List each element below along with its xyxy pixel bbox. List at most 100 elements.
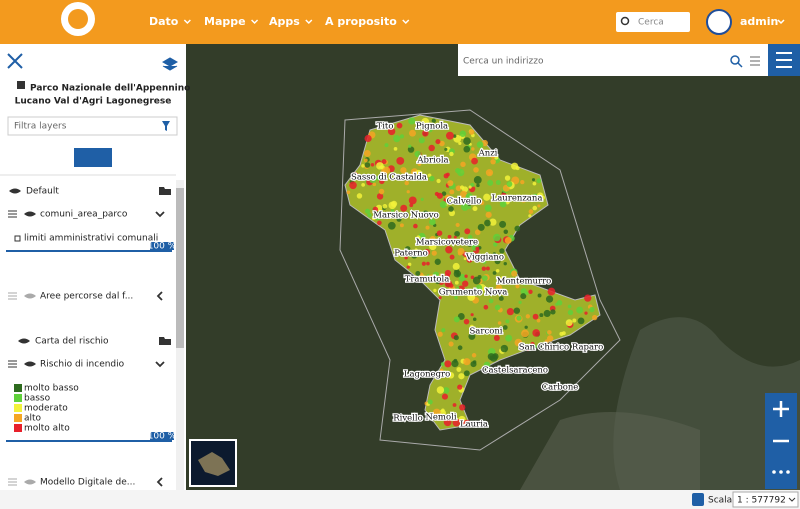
risk-patch — [431, 118, 436, 123]
nav-item[interactable]: Mappe — [204, 15, 246, 28]
risk-patch — [459, 404, 466, 411]
risk-patch — [375, 214, 381, 221]
toolbar-buttons[interactable] — [74, 148, 112, 167]
risk-patch — [376, 220, 382, 226]
risk-patch — [460, 161, 466, 168]
nav-item[interactable]: A proposito — [325, 15, 397, 28]
risk-patch — [427, 274, 436, 283]
risk-patch — [407, 146, 415, 153]
risk-patch — [565, 319, 573, 327]
risk-patch — [416, 235, 421, 240]
risk-patch — [390, 209, 395, 213]
address-search[interactable] — [458, 44, 768, 76]
opacity-value: 100 % — [148, 432, 177, 442]
risk-patch — [528, 214, 532, 218]
header-search-placeholder: Cerca — [638, 18, 664, 28]
risk-patch — [441, 328, 446, 333]
risk-patch — [493, 335, 500, 342]
risk-patch — [471, 157, 478, 165]
risk-patch — [498, 296, 504, 301]
risk-patch — [447, 372, 455, 379]
risk-patch — [422, 130, 429, 137]
risk-patch — [487, 353, 495, 361]
risk-patch — [511, 162, 519, 170]
risk-patch — [408, 196, 417, 205]
visibility-icon[interactable] — [24, 293, 36, 299]
place-label: Sasso di Castalda — [351, 173, 427, 183]
header-search[interactable] — [616, 12, 690, 32]
user-avatar[interactable] — [706, 9, 732, 35]
risk-patch — [556, 300, 563, 306]
risk-patch — [439, 368, 444, 372]
risk-patch — [429, 218, 436, 226]
expand-icon[interactable] — [155, 361, 165, 368]
risk-patch — [465, 193, 473, 201]
expand-icon[interactable] — [156, 291, 163, 301]
visibility-icon[interactable] — [24, 211, 36, 217]
group-name[interactable]: Carta del rischio — [35, 337, 109, 347]
risk-patch — [468, 129, 475, 135]
risk-patch — [470, 361, 477, 368]
risk-patch — [539, 313, 544, 318]
nav-caret — [402, 19, 410, 25]
risk-patch — [464, 274, 468, 278]
filter-input[interactable] — [7, 116, 178, 136]
risk-patch — [444, 147, 448, 152]
risk-patch — [520, 293, 527, 300]
risk-patch — [423, 248, 431, 256]
risk-patch — [445, 172, 450, 177]
risk-patch — [537, 204, 541, 208]
nav-caret — [183, 19, 191, 25]
visibility-icon[interactable] — [24, 361, 36, 367]
visibility-icon[interactable] — [18, 338, 30, 344]
risk-patch — [421, 117, 430, 126]
place-label: Viggiano — [465, 253, 504, 263]
scale-select[interactable] — [732, 491, 799, 508]
risk-patch — [589, 306, 595, 313]
nav-item[interactable]: Dato — [149, 15, 179, 28]
layer-name[interactable]: Aree percorse dal f... — [40, 292, 133, 302]
group-name[interactable]: Default — [26, 187, 59, 197]
nav-caret — [305, 19, 313, 25]
layers-icon[interactable] — [161, 57, 179, 71]
risk-patch — [372, 206, 379, 213]
legend-swatch — [14, 384, 22, 392]
risk-patch — [467, 234, 473, 240]
risk-patch — [438, 273, 443, 279]
risk-patch — [448, 206, 454, 212]
risk-patch — [547, 287, 556, 296]
visibility-icon[interactable] — [9, 188, 21, 194]
risk-patch — [494, 258, 501, 265]
place-label: Marsico Nuovo — [373, 211, 438, 221]
risk-patch — [466, 256, 473, 263]
risk-patch — [514, 225, 521, 232]
risk-patch — [499, 275, 507, 283]
risk-patch — [376, 193, 384, 200]
risk-patch — [364, 208, 371, 214]
nav-item[interactable]: Apps — [269, 15, 300, 28]
risk-patch — [477, 223, 485, 231]
risk-patch — [469, 324, 474, 330]
layer-name[interactable]: comuni_area_parco — [40, 210, 128, 220]
user-name[interactable]: admin — [740, 15, 778, 28]
risk-patch — [440, 362, 445, 367]
risk-patch — [547, 330, 552, 335]
visibility-icon[interactable] — [24, 479, 36, 485]
close-button[interactable] — [7, 53, 23, 69]
risk-patch — [495, 284, 503, 291]
map[interactable] — [186, 44, 800, 490]
risk-patch — [396, 216, 402, 222]
expand-icon[interactable] — [155, 211, 165, 218]
risk-patch — [420, 197, 424, 201]
risk-patch — [417, 162, 422, 166]
risk-patch — [485, 266, 490, 271]
risk-patch — [473, 176, 482, 184]
layer-name[interactable]: Rischio di incendio — [40, 360, 125, 370]
risk-patch — [471, 147, 475, 151]
risk-patch — [543, 309, 551, 318]
layer-name[interactable]: Modello Digitale de... — [40, 478, 135, 488]
risk-patch — [463, 137, 471, 145]
risk-patch — [404, 246, 411, 252]
expand-icon[interactable] — [156, 477, 163, 487]
folder-icon — [159, 187, 171, 195]
